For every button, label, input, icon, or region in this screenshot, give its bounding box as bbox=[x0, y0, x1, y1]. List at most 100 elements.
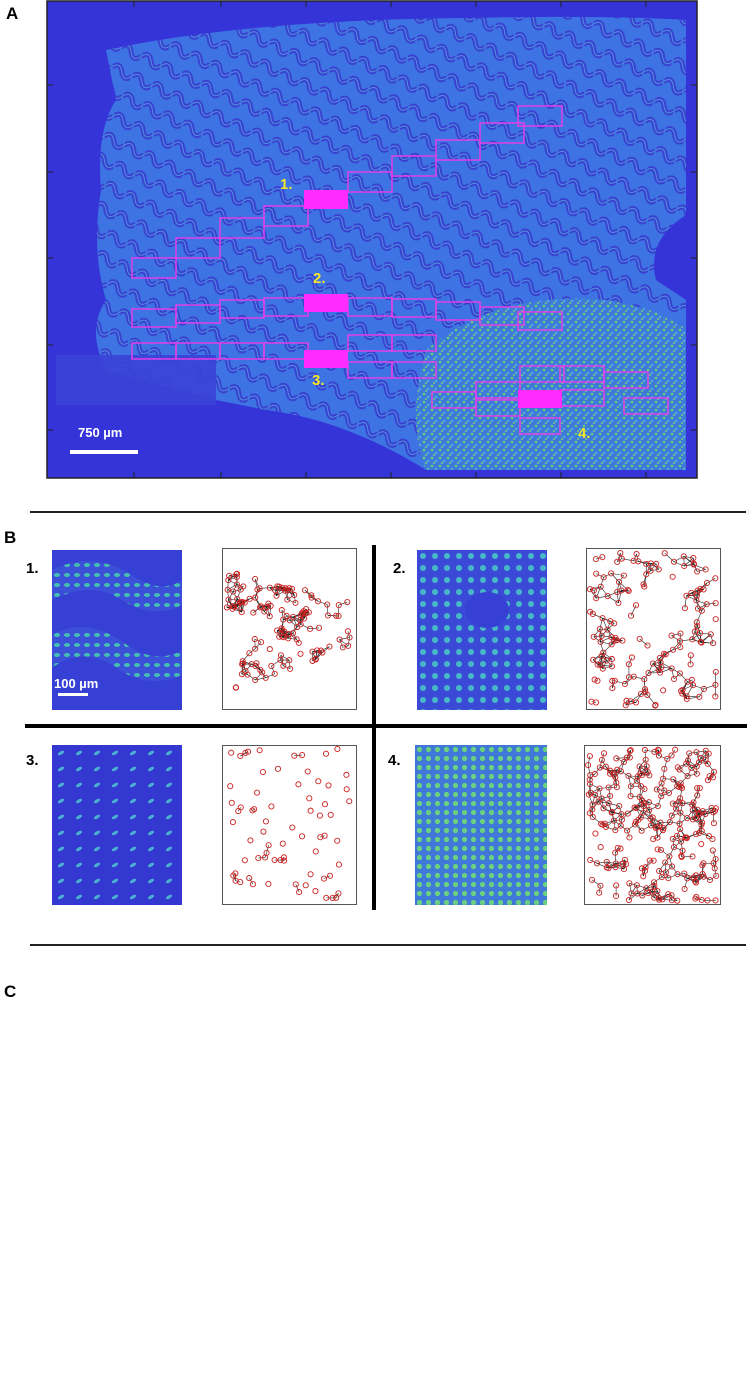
graph-node bbox=[244, 748, 252, 755]
graph-edge bbox=[613, 813, 622, 821]
graph-edge bbox=[663, 649, 674, 655]
graph-edge bbox=[693, 802, 698, 810]
graph-node bbox=[656, 867, 663, 874]
graph-node bbox=[252, 676, 259, 683]
graph-node bbox=[599, 665, 606, 672]
graph-node bbox=[252, 645, 259, 652]
graph-node bbox=[634, 890, 641, 897]
graph-node bbox=[713, 872, 720, 879]
graph-node bbox=[689, 853, 696, 860]
graph-edge bbox=[680, 681, 688, 692]
graph-node bbox=[276, 633, 283, 640]
graph-edge bbox=[695, 876, 704, 882]
region-label-1: 1. bbox=[280, 176, 293, 193]
graph-node bbox=[703, 579, 711, 587]
graph-edge bbox=[635, 693, 642, 703]
graph-edge bbox=[648, 801, 658, 807]
graph-node bbox=[595, 798, 602, 805]
graph-edge bbox=[660, 661, 672, 669]
graph-edge bbox=[592, 816, 602, 825]
graph-node bbox=[619, 637, 626, 644]
graph-node bbox=[652, 702, 659, 709]
graph-node bbox=[618, 587, 625, 594]
graph-edge bbox=[684, 557, 694, 567]
graph-edge bbox=[594, 767, 601, 775]
graph-edge bbox=[609, 773, 615, 776]
graph-node bbox=[693, 763, 700, 770]
graph-edge bbox=[672, 801, 679, 804]
graph-node bbox=[603, 657, 610, 664]
graph-node bbox=[619, 860, 626, 867]
graph-node bbox=[647, 560, 655, 567]
graph-node bbox=[622, 702, 629, 709]
graph-node bbox=[640, 802, 647, 810]
graph-edge bbox=[603, 802, 609, 809]
graph-node bbox=[665, 875, 672, 882]
graph-node bbox=[605, 800, 612, 807]
graph-edge bbox=[687, 760, 692, 769]
graph-node bbox=[625, 772, 632, 779]
graph-node bbox=[586, 810, 593, 817]
graph-node bbox=[230, 872, 237, 879]
graph-edge bbox=[660, 849, 670, 857]
graph-edge bbox=[661, 792, 670, 797]
graph-node bbox=[696, 629, 704, 637]
graph-node bbox=[324, 601, 331, 608]
graph-edge bbox=[606, 863, 617, 868]
graph-node bbox=[626, 754, 633, 761]
graph-edge bbox=[616, 552, 621, 562]
graph-node bbox=[343, 786, 350, 793]
graph-node bbox=[646, 807, 653, 814]
graph-node bbox=[346, 634, 353, 641]
graph-node bbox=[651, 748, 658, 755]
graph-edge bbox=[686, 810, 694, 819]
graph-node bbox=[643, 571, 650, 578]
graph-node bbox=[655, 566, 662, 573]
graph-edge bbox=[229, 573, 237, 577]
graph-node bbox=[585, 762, 592, 769]
graph-edge bbox=[677, 873, 685, 875]
graph-node bbox=[648, 888, 656, 895]
graph-edge bbox=[657, 796, 662, 807]
graph-node bbox=[229, 819, 236, 826]
graph-edge bbox=[697, 569, 706, 572]
graph-node bbox=[264, 604, 271, 611]
graph-node bbox=[698, 607, 705, 614]
graph-edge bbox=[607, 591, 618, 597]
graph-edge bbox=[281, 619, 284, 629]
graph-node bbox=[261, 608, 268, 615]
graph-node bbox=[668, 665, 675, 672]
graph-node bbox=[616, 803, 623, 810]
graph-edge bbox=[692, 639, 702, 643]
graph-node bbox=[659, 896, 666, 903]
graph-edge bbox=[590, 859, 598, 864]
graph-node bbox=[597, 882, 604, 889]
graph-edge bbox=[705, 807, 712, 815]
graph-edge bbox=[697, 603, 707, 609]
graph-node bbox=[612, 827, 619, 834]
graph-node bbox=[278, 607, 285, 614]
graph-node bbox=[247, 837, 254, 844]
graph-node bbox=[286, 657, 293, 664]
graph-edge bbox=[656, 789, 662, 797]
graph-node bbox=[226, 572, 233, 579]
graph-edge bbox=[679, 763, 687, 770]
graph-edge bbox=[607, 623, 615, 630]
panel-b-horizontal-divider bbox=[25, 724, 747, 728]
graph-edge bbox=[621, 813, 628, 815]
graph-edge bbox=[669, 846, 675, 857]
graph-edge bbox=[637, 887, 647, 894]
graph-edge bbox=[686, 684, 694, 697]
panel-b-letter: B bbox=[4, 528, 17, 547]
graph-node bbox=[296, 889, 303, 896]
graph-edge bbox=[265, 673, 275, 679]
graph-node bbox=[690, 799, 697, 806]
graph-node bbox=[599, 554, 606, 561]
graph-node bbox=[671, 558, 678, 565]
graph-node bbox=[589, 813, 596, 821]
graph-edge bbox=[601, 759, 607, 767]
graph-edge bbox=[241, 663, 244, 675]
graph-node bbox=[633, 777, 640, 784]
graph-node bbox=[240, 583, 247, 590]
graph-edge bbox=[683, 556, 695, 565]
